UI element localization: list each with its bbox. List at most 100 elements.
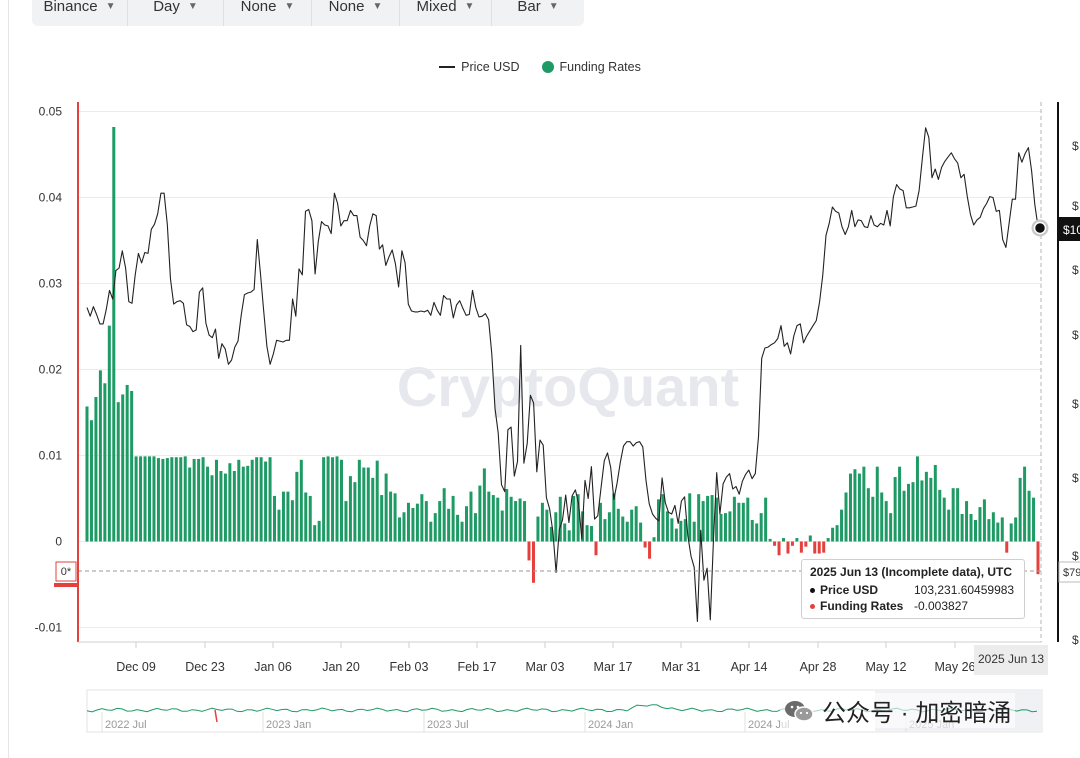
x-tick-label: Apr 14 [731, 660, 768, 674]
funding-bar [241, 466, 245, 542]
window-select[interactable]: Day ▼ [128, 0, 224, 26]
funding-bar [442, 488, 446, 542]
funding-bar [929, 477, 933, 542]
funding-bar [563, 523, 567, 542]
funding-bar [259, 457, 263, 542]
x-tick-label: Feb 03 [390, 660, 429, 674]
legend-item-funding[interactable]: Funding Rates [541, 60, 641, 74]
funding-bar [607, 512, 611, 542]
price-line-group [86, 127, 1039, 623]
scale-select[interactable]: Mixed ▼ [400, 0, 492, 26]
funding-bar [759, 513, 763, 542]
x-tick-label: Apr 28 [800, 660, 837, 674]
funding-bar [1023, 466, 1027, 542]
navigator-label: 2024 Jul [748, 719, 790, 731]
funding-bar [89, 420, 93, 542]
y-left-tick-label: 0 [55, 535, 62, 549]
y-right-tick-label: $ [1072, 471, 1079, 485]
funding-bar [514, 501, 518, 542]
funding-bar [1036, 541, 1040, 575]
funding-bar [540, 502, 544, 542]
x-tick-label: Mar 17 [594, 660, 633, 674]
moving-average-select[interactable]: None ▼ [224, 0, 312, 26]
funding-bar [848, 473, 852, 542]
tooltip-key-price-text: Price USD [820, 583, 879, 597]
x-tick-label: Feb 17 [458, 660, 497, 674]
funding-bar [795, 538, 799, 542]
exchange-select[interactable]: Binance ▼ [32, 0, 128, 26]
funding-bar [165, 458, 169, 542]
x-tick-label: May 26 [935, 660, 976, 674]
funding-bar [692, 521, 696, 542]
hover-point [1033, 221, 1047, 235]
funding-bars [85, 126, 1040, 583]
funding-bar [536, 516, 540, 542]
funding-bar [625, 521, 629, 542]
funding-bar [804, 541, 808, 547]
funding-bar [549, 526, 553, 542]
tooltip-key-funding: Funding Rates [810, 598, 914, 614]
x-hover-label-box [974, 645, 1048, 675]
funding-bar [915, 456, 919, 542]
funding-bar [996, 522, 1000, 542]
y-right-value-marker [1058, 561, 1080, 583]
funding-bar [973, 520, 977, 542]
funding-bar [98, 370, 102, 542]
y-right-tick-label: $ [1072, 199, 1079, 213]
y-right-current-marker [1059, 217, 1080, 241]
tooltip-title: 2025 Jun 13 (Incomplete data), UTC [810, 565, 1013, 579]
funding-bar [1005, 541, 1009, 553]
funding-bar [786, 541, 790, 554]
funding-bar [840, 509, 844, 542]
funding-bar [737, 502, 741, 542]
funding-bar [880, 492, 884, 542]
funding-bar [674, 528, 678, 542]
funding-bar [956, 488, 960, 542]
chevron-down-icon: ▼ [187, 0, 198, 12]
funding-bar [85, 406, 89, 542]
funding-bar [286, 491, 290, 542]
chevron-down-icon: ▼ [464, 0, 475, 12]
funding-bar [688, 493, 692, 542]
funding-bar [183, 456, 187, 542]
funding-bar [232, 470, 236, 542]
funding-bar [509, 496, 513, 542]
funding-bar [447, 508, 451, 542]
funding-bar [112, 126, 116, 542]
funding-bar [139, 456, 143, 542]
x-hover-label: 2025 Jun 13 [978, 652, 1044, 666]
funding-bar [920, 480, 924, 542]
funding-bar [710, 495, 714, 542]
funding-bar [768, 538, 772, 542]
legend-item-price[interactable]: Price USD [439, 60, 520, 74]
funding-bar [246, 465, 250, 542]
funding-bar [871, 496, 875, 542]
y-left-tick-label: 0.02 [39, 363, 63, 377]
tooltip-key-funding-text: Funding Rates [820, 599, 904, 613]
wechat-logo-icon [784, 699, 814, 723]
y-left-tick-label: 0.04 [39, 191, 63, 205]
funding-bar [558, 496, 562, 542]
funding-bar [741, 502, 745, 542]
funding-bar [911, 482, 915, 542]
funding-bar [898, 466, 902, 542]
funding-bar [438, 501, 442, 542]
funding-bar [214, 459, 218, 542]
scale-select-label: Mixed [416, 0, 457, 15]
funding-bar [393, 493, 397, 542]
indicator-select[interactable]: None ▼ [312, 0, 400, 26]
line-swatch-icon [439, 66, 456, 68]
funding-bar [893, 477, 897, 542]
chart-type-select[interactable]: Bar ▼ [492, 0, 584, 26]
funding-bar [1032, 497, 1036, 542]
funding-bar [902, 490, 906, 542]
funding-bar [545, 509, 549, 542]
dot-swatch-icon [541, 61, 554, 73]
price-line [86, 127, 1039, 623]
funding-bar [116, 402, 120, 542]
funding-bar [924, 471, 928, 542]
black-dot-icon [810, 588, 815, 594]
funding-bar [817, 541, 821, 554]
funding-bar [339, 459, 343, 542]
